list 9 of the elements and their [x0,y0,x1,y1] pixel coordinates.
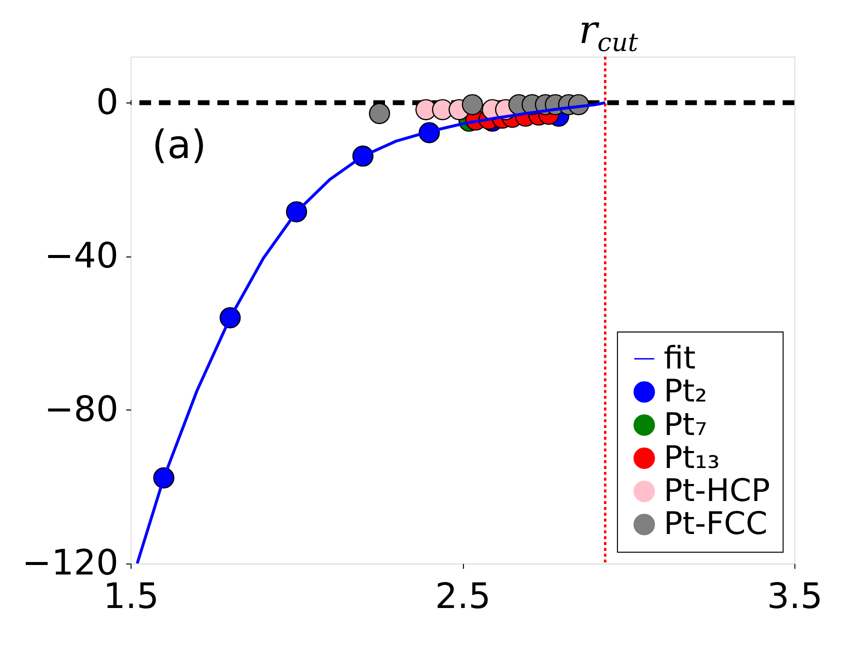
y-tick-label: −80 [44,389,118,430]
point [368,102,390,124]
x-tick-label: 2.5 [435,576,491,617]
x-tick-label: 3.5 [766,576,823,617]
point [462,94,483,116]
annotation: (a) [152,123,206,168]
y-tick-label: −40 [44,236,118,277]
x-tick-label: 1.5 [103,576,159,617]
y-tick-label: 0 [96,82,118,123]
